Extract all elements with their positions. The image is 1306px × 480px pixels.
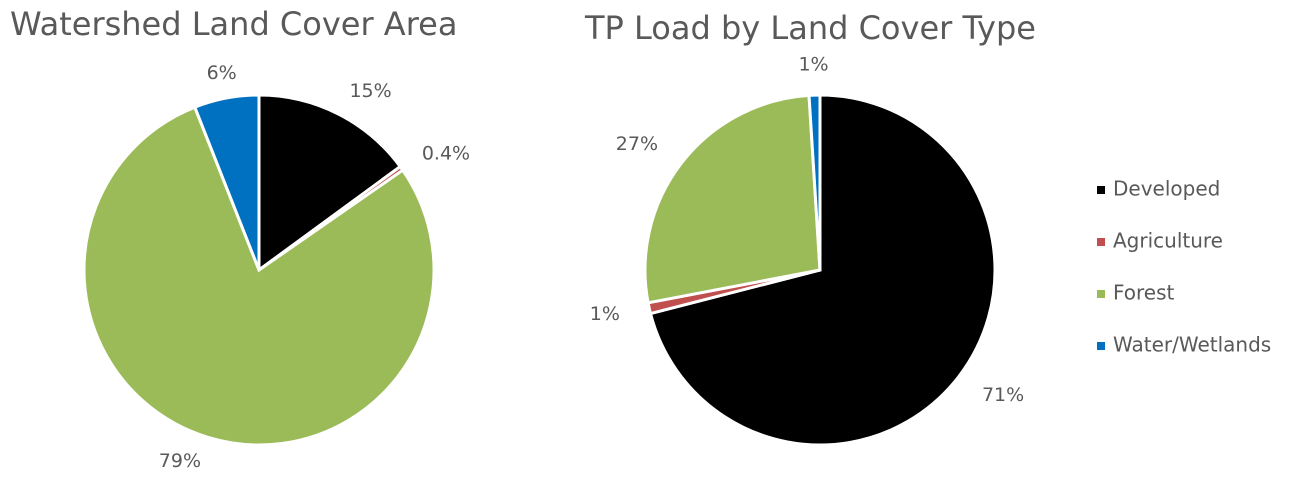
pie-slice — [643, 93, 822, 305]
data-label: 27% — [616, 133, 658, 155]
data-label: 1% — [798, 54, 828, 76]
pie-slice — [82, 105, 436, 447]
legend-swatch — [1097, 342, 1105, 350]
pie-slice — [257, 93, 403, 273]
legend-swatch — [1097, 238, 1105, 246]
data-label: 0.4% — [422, 142, 470, 164]
legend-swatch — [1097, 186, 1105, 194]
legend-label: Developed — [1113, 177, 1220, 201]
legend-label: Water/Wetlands — [1113, 333, 1271, 357]
data-label: 1% — [590, 303, 620, 325]
legend-swatch — [1097, 290, 1105, 298]
legend-label: Forest — [1113, 281, 1175, 305]
pie-slice — [648, 93, 997, 447]
data-label: 79% — [159, 450, 201, 472]
data-label: 15% — [349, 80, 391, 102]
data-label: 6% — [207, 62, 237, 84]
chart-title: Watershed Land Cover Area — [10, 5, 457, 43]
legend-label: Agriculture — [1113, 229, 1223, 253]
pie-slice — [192, 93, 261, 271]
data-label: 71% — [982, 384, 1024, 406]
chart-title: TP Load by Land Cover Type — [584, 9, 1036, 47]
pie-slice — [807, 93, 822, 271]
